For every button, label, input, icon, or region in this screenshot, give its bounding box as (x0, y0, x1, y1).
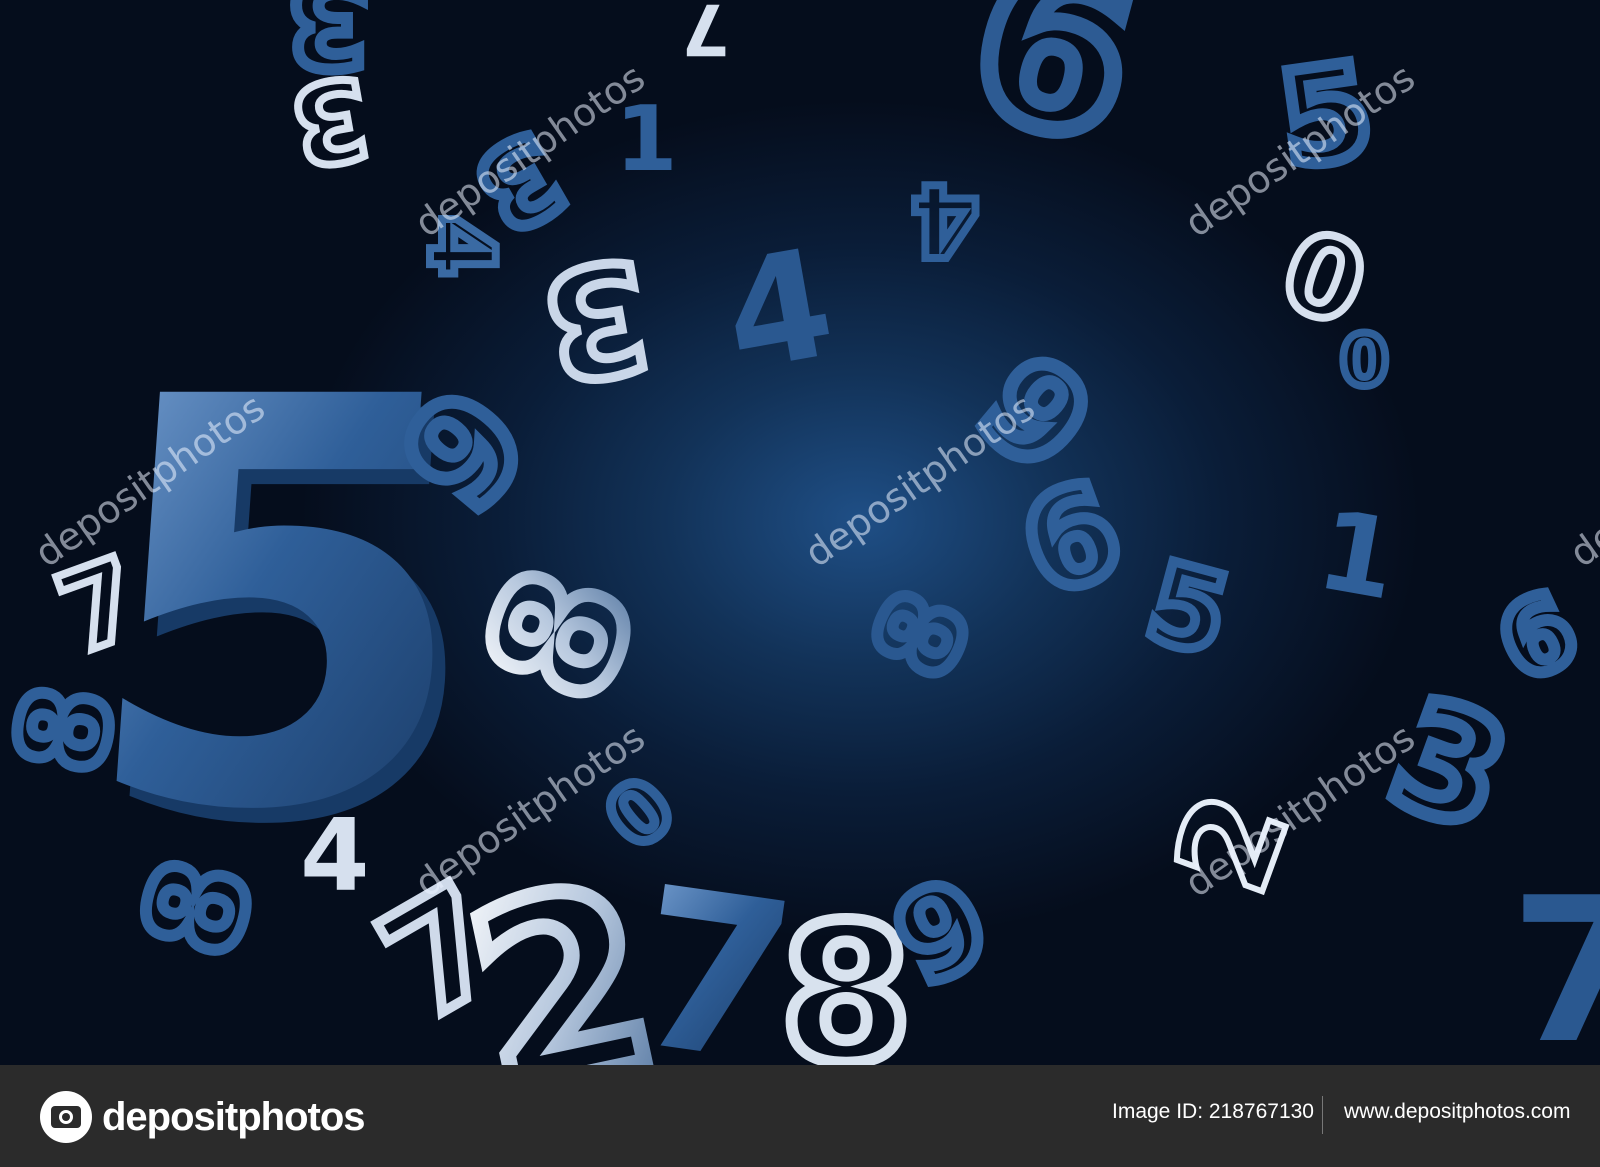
digit-one-top: 1 (615, 87, 678, 192)
digit-three-center: 3 (530, 224, 663, 413)
floating-numbers-art: 5 5 8 2 8 7 7 6 5 0 0 4 9 3 9 6 8 5 3 6 … (0, 0, 1600, 1065)
digit-six-right-center: 6 (1003, 452, 1140, 626)
digit-four-center: 4 (712, 216, 845, 405)
watermark-text: depositphotos (1562, 385, 1600, 576)
brand-logo[interactable]: depositphotos (40, 1091, 366, 1143)
digit-four-top-right: 4 (910, 161, 980, 278)
photo-scene: 5 5 8 2 8 7 7 6 5 0 0 4 9 3 9 6 8 5 3 6 … (0, 0, 1600, 1065)
camera-icon (40, 1091, 92, 1143)
digit-one-right: 1 (1309, 485, 1407, 624)
big-five-shadow: 5 (76, 297, 511, 948)
digit-eight-bottom: 8 (780, 884, 912, 1065)
footer-bar: depositphotos Image ID: 218767130 www.de… (0, 1065, 1600, 1167)
footer-divider (1322, 1096, 1323, 1134)
digit-five-right: 5 (1135, 537, 1242, 680)
digit-zero-right-small: 0 (1340, 320, 1389, 402)
site-url-link[interactable]: www.depositphotos.com (1344, 1100, 1571, 1123)
digit-four-left-mid: 4 (408, 215, 513, 278)
digit-seven-far-right: 7 (1510, 855, 1600, 1065)
brand-name: depositphotos (102, 1094, 366, 1139)
digit-seven-top: 7 (681, 0, 730, 70)
digit-four-left-bottom: 4 (300, 797, 370, 914)
big-five: 5 (63, 282, 498, 933)
digit-three-top-left: 3 (287, 0, 371, 90)
digit-seven-bottom: 7 (621, 839, 808, 1065)
image-id-label: Image ID: 218767130 (1112, 1100, 1314, 1123)
digit-eight-mid: 8 (848, 573, 996, 696)
digit-six-far-right: 6 (1481, 569, 1594, 704)
